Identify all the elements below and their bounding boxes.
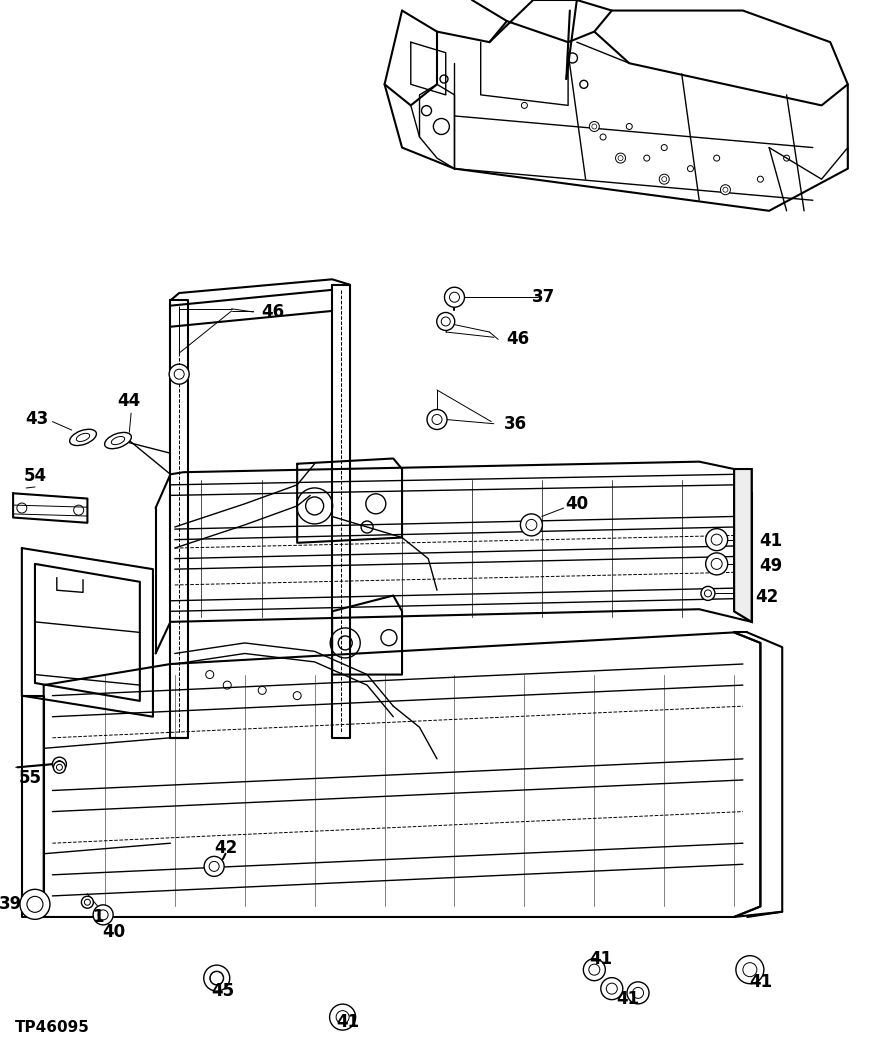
Circle shape (94, 905, 113, 924)
Circle shape (589, 121, 600, 132)
Circle shape (52, 757, 66, 772)
Text: 49: 49 (760, 557, 782, 575)
Text: 44: 44 (118, 391, 141, 410)
Text: 36: 36 (504, 414, 527, 433)
Polygon shape (734, 469, 752, 622)
Text: 43: 43 (25, 410, 48, 429)
Circle shape (615, 153, 626, 163)
Text: 45: 45 (212, 981, 234, 1000)
Text: 41: 41 (616, 990, 639, 1009)
Circle shape (445, 288, 464, 307)
Circle shape (329, 1004, 356, 1030)
Circle shape (204, 965, 230, 991)
Text: 41: 41 (749, 973, 772, 992)
Circle shape (170, 365, 189, 384)
Text: 39: 39 (0, 895, 22, 914)
Text: 41: 41 (760, 531, 782, 550)
Circle shape (437, 312, 454, 331)
Text: 37: 37 (532, 288, 555, 307)
Circle shape (736, 956, 764, 983)
Circle shape (701, 586, 715, 601)
Text: TP46095: TP46095 (15, 1020, 90, 1035)
Circle shape (20, 890, 50, 919)
Circle shape (53, 761, 66, 774)
Text: 40: 40 (565, 494, 588, 513)
Text: 54: 54 (24, 467, 46, 486)
Circle shape (81, 896, 94, 909)
Ellipse shape (105, 432, 131, 449)
Circle shape (627, 982, 649, 1003)
Text: 41: 41 (590, 950, 613, 969)
Text: 42: 42 (214, 839, 237, 858)
Text: 46: 46 (507, 330, 530, 349)
Circle shape (520, 514, 543, 535)
Text: 41: 41 (336, 1013, 359, 1032)
Text: 40: 40 (102, 922, 125, 941)
Text: 55: 55 (19, 768, 42, 787)
Text: 1: 1 (92, 907, 104, 926)
Ellipse shape (70, 429, 96, 446)
Circle shape (705, 529, 728, 550)
Circle shape (600, 978, 623, 999)
Text: 42: 42 (756, 587, 779, 606)
Circle shape (659, 174, 669, 184)
Text: 46: 46 (261, 302, 284, 321)
Circle shape (705, 553, 728, 574)
Circle shape (720, 184, 731, 195)
Circle shape (583, 959, 606, 980)
Circle shape (427, 410, 447, 429)
Circle shape (205, 857, 224, 876)
